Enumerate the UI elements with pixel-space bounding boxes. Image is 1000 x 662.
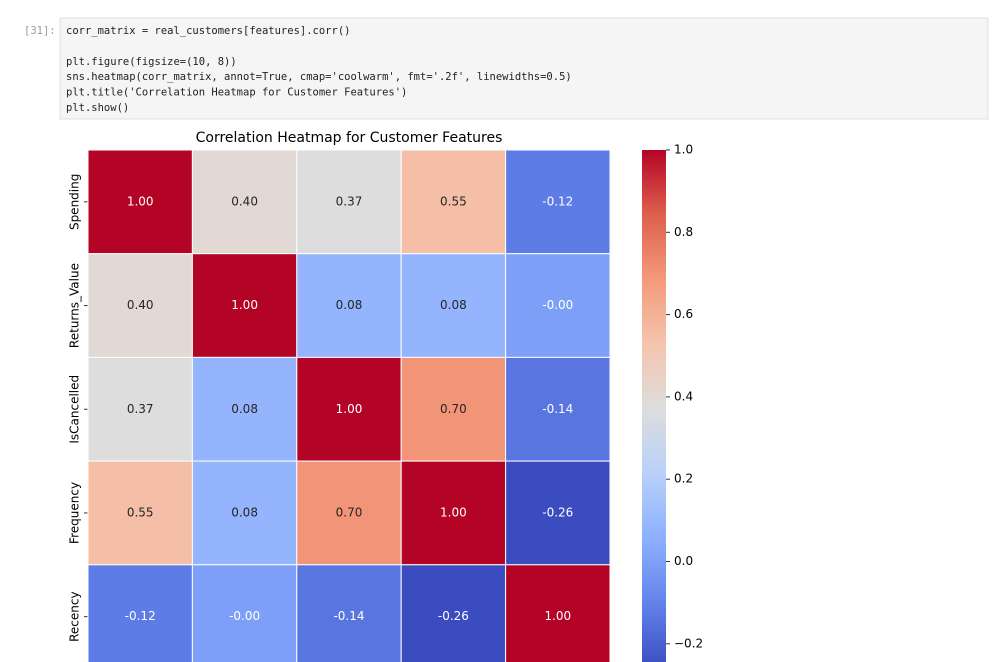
cell-annotation: -0.14 — [333, 609, 364, 623]
colorbar-tick-label: 0.4 — [674, 389, 693, 403]
heatmap-cell — [296, 460, 402, 566]
cell-prompt: [31]: — [24, 25, 56, 37]
code-line: sns.heatmap(corr_matrix, annot=True, cma… — [66, 71, 572, 83]
cell-annotation: -0.26 — [542, 505, 573, 519]
cell-annotation: 0.08 — [440, 298, 467, 312]
cell-annotation: 0.40 — [127, 298, 154, 312]
code-line: plt.title('Correlation Heatmap for Custo… — [66, 87, 407, 99]
colorbar-tick-label: 0.0 — [674, 554, 693, 568]
cell-annotation: 1.00 — [127, 194, 154, 208]
heatmap-cell — [191, 356, 298, 462]
cell-annotation: 0.55 — [440, 194, 467, 208]
cell-annotation: 0.37 — [127, 402, 154, 416]
heatmap-cell — [87, 253, 193, 358]
cell-annotation: 0.55 — [127, 505, 154, 519]
code-line: plt.figure(figsize=(10, 8)) — [66, 56, 237, 68]
cell-annotation: 0.40 — [231, 194, 258, 208]
colorbar-tick-label: −0.2 — [674, 636, 703, 650]
cell-annotation: -0.12 — [542, 194, 573, 208]
colorbar-tick-label: 0.2 — [674, 472, 693, 486]
heatmap-cell — [400, 564, 507, 662]
heatmap-cell — [400, 460, 507, 566]
cell-annotation: 1.00 — [231, 298, 258, 312]
cell-annotation: -0.12 — [125, 609, 156, 623]
code-line: corr_matrix = real_customers[features].c… — [66, 25, 350, 37]
cell-annotation: 1.00 — [544, 609, 571, 623]
heatmap-cell — [296, 253, 402, 358]
cell-annotation: -0.26 — [438, 609, 469, 623]
colorbar-tick-label: 0.6 — [674, 307, 693, 321]
heatmap-cell — [505, 149, 611, 255]
heatmap-cell — [296, 564, 402, 662]
cell-annotation: 1.00 — [336, 402, 363, 416]
cell-annotation: 0.08 — [231, 402, 258, 416]
heatmap-cell — [505, 564, 611, 662]
heatmap-cell — [191, 460, 298, 566]
colorbar-tick-label: 0.8 — [674, 225, 693, 239]
cell-annotation: 0.70 — [440, 402, 467, 416]
y-tick-label: IsCancelled — [68, 375, 82, 444]
cell-annotation: 1.00 — [440, 505, 467, 519]
cell-annotation: 0.08 — [336, 298, 363, 312]
code-line: plt.show() — [66, 102, 129, 114]
heatmap-cell — [87, 564, 193, 662]
y-tick-label: Returns_Value — [68, 263, 82, 348]
code-cell[interactable] — [59, 17, 989, 120]
cell-annotation: 0.08 — [231, 505, 258, 519]
colorbar-tick-label: 1.0 — [674, 143, 693, 157]
y-tick-label: Recency — [68, 591, 82, 641]
heatmap-cell — [400, 356, 507, 462]
heatmap-cell — [87, 356, 193, 462]
y-tick-label: Spending — [68, 174, 82, 230]
heatmap-cell — [505, 253, 611, 358]
heatmap-cell — [505, 356, 611, 462]
cell-annotation: -0.14 — [542, 402, 573, 416]
cell-annotation: 0.37 — [336, 194, 363, 208]
cell-annotation: -0.00 — [229, 609, 260, 623]
colorbar — [642, 150, 666, 662]
heatmap-cell — [87, 149, 193, 255]
heatmap-cell — [296, 356, 402, 462]
chart-title: Correlation Heatmap for Customer Feature… — [196, 130, 503, 146]
cell-annotation: 0.70 — [336, 505, 363, 519]
y-tick-label: Frequency — [68, 482, 82, 544]
heatmap-cell — [400, 253, 507, 358]
cell-annotation: -0.00 — [542, 298, 573, 312]
heatmap-cell — [191, 564, 298, 662]
